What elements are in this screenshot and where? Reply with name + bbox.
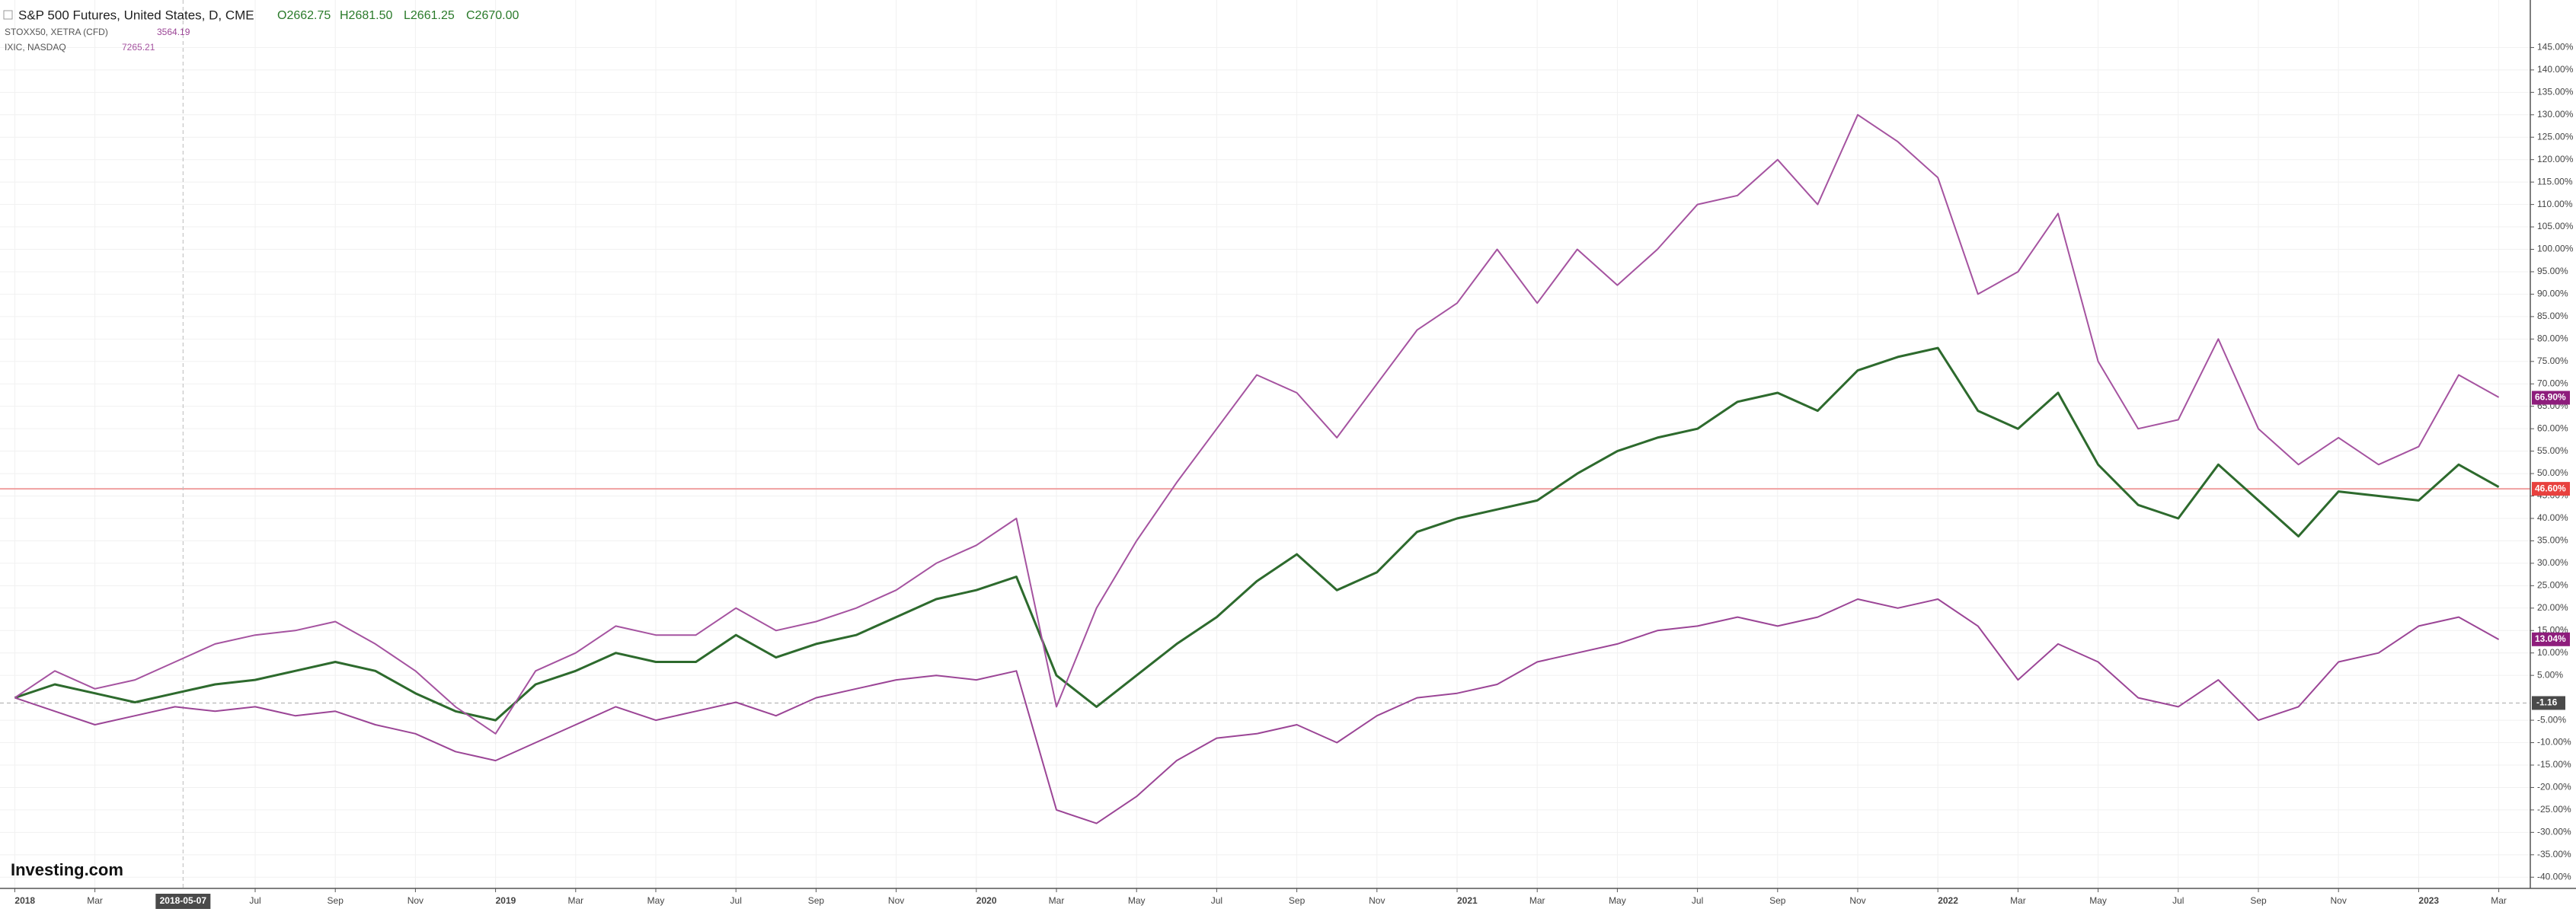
y-tick-label: -20.00% [2537, 782, 2571, 792]
y-tick-label: 10.00% [2537, 647, 2568, 658]
y-tick-label: 30.00% [2537, 557, 2568, 568]
crosshair-label: 2018-05-07 [160, 895, 207, 906]
header: S&P 500 Futures, United States, D, CME O… [3, 8, 519, 53]
last-value-tag [2532, 391, 2570, 405]
x-tick-label: Jul [730, 895, 742, 906]
y-tick-label: -30.00% [2537, 827, 2571, 837]
x-tick-label: Mar [1529, 895, 1545, 906]
x-tick-label: Mar [1049, 895, 1065, 906]
legend-quote: 3564.19 [157, 27, 190, 37]
axes: -40.00% -35.00% -30.00% -25.00% -20.00% -15.0… [14, 42, 2574, 909]
y-tick-label: 110.00% [2537, 199, 2573, 209]
x-tick-label: Mar [2010, 895, 2026, 906]
y-tick-label: 40.00% [2537, 512, 2568, 523]
x-tick-label: Nov [407, 895, 423, 906]
x-tick-label: 2021 [1457, 895, 1478, 906]
x-tick-label: Jul [249, 895, 260, 906]
x-tick-label: Mar [87, 895, 103, 906]
y-tick-label: 85.00% [2537, 311, 2568, 321]
price-tag-label: 46.60% [2535, 483, 2566, 493]
ohlc-open: O2662.75 [277, 9, 331, 22]
x-tick-label: 2019 [496, 895, 516, 906]
y-tick-label: 135.00% [2537, 86, 2574, 97]
series-line [14, 598, 2500, 824]
y-tick-label: 115.00% [2537, 176, 2573, 187]
last-value-label: 66.90% [2535, 392, 2566, 403]
price-tag [2532, 482, 2570, 496]
x-tick-label: Mar [2491, 895, 2507, 906]
x-tick-label: Nov [1849, 895, 1865, 906]
series-line [14, 113, 2500, 735]
legend-quote: 7265.21 [122, 42, 155, 53]
legend-name: STOXX50, XETRA (CFD) [5, 27, 108, 37]
x-tick-label: Jul [1692, 895, 1703, 906]
x-tick-label: May [1609, 895, 1626, 906]
y-tick-label: 90.00% [2537, 289, 2568, 299]
y-tick-label: 130.00% [2537, 109, 2574, 120]
y-tick-label: 80.00% [2537, 333, 2568, 344]
x-tick-label: 2020 [976, 895, 997, 906]
x-tick-label: May [1128, 895, 1146, 906]
x-tick-label: Sep [1289, 895, 1306, 906]
y-tick-label: 20.00% [2537, 602, 2568, 613]
last-value-tag [2532, 632, 2570, 646]
baseline-tag [2532, 696, 2565, 710]
x-tick-label: Nov [2331, 895, 2347, 906]
x-tick-label: Nov [888, 895, 904, 906]
y-tick-label: -40.00% [2537, 871, 2571, 882]
ohlc-close: C2670.00 [466, 9, 519, 22]
y-tick-label: -5.00% [2537, 714, 2566, 725]
x-tick-label: Sep [2250, 895, 2267, 906]
y-tick-label: -35.00% [2537, 849, 2571, 859]
plot-area [0, 0, 2530, 888]
crosshair-tag [155, 894, 211, 909]
series-line [14, 346, 2500, 722]
x-tick-label: Nov [1369, 895, 1385, 906]
y-tick-label: 60.00% [2537, 423, 2568, 433]
watermark: Investing.com [11, 860, 123, 879]
y-tick-label: 95.00% [2537, 266, 2568, 276]
x-tick-label: Sep [808, 895, 825, 906]
x-tick-label: Sep [328, 895, 344, 906]
y-tick-label: 145.00% [2537, 42, 2574, 53]
collapse-icon[interactable] [3, 10, 13, 20]
y-tick-label: 25.00% [2537, 580, 2568, 591]
y-tick-label: -25.00% [2537, 804, 2571, 815]
y-tick-label: 140.00% [2537, 64, 2574, 75]
chart-title: S&P 500 Futures, United States, D, CME [18, 8, 254, 22]
last-value-label: 13.04% [2535, 633, 2566, 644]
x-tick-label: 2018 [14, 895, 35, 906]
x-tick-label: Mar [567, 895, 583, 906]
y-tick-label: 100.00% [2537, 244, 2574, 254]
x-tick-label: Jul [1211, 895, 1222, 906]
ohlc-high: H2681.50 [340, 9, 392, 22]
grid [0, 0, 2530, 888]
y-tick-label: 50.00% [2537, 467, 2568, 478]
y-tick-label: 105.00% [2537, 221, 2574, 231]
legend-name: IXIC, NASDAQ [5, 42, 66, 53]
x-tick-label: May [647, 895, 665, 906]
x-tick-label: 2023 [2418, 895, 2439, 906]
x-tick-label: Sep [1769, 895, 1786, 906]
y-tick-label: 5.00% [2537, 669, 2563, 680]
y-tick-label: 75.00% [2537, 356, 2568, 366]
ohlc-low: L2661.25 [404, 9, 455, 22]
x-tick-label: 2022 [1938, 895, 1958, 906]
y-tick-label: -10.00% [2537, 737, 2571, 748]
x-tick-label: Jul [2172, 895, 2184, 906]
y-tick-label: -15.00% [2537, 759, 2571, 770]
y-tick-label: 55.00% [2537, 445, 2568, 456]
y-tick-label: 70.00% [2537, 378, 2568, 388]
baseline-tag-label: -1.16 [2536, 697, 2558, 708]
y-tick-label: 120.00% [2537, 154, 2574, 164]
y-tick-label: 35.00% [2537, 535, 2568, 546]
y-tick-label: 125.00% [2537, 131, 2574, 142]
x-tick-label: May [2089, 895, 2107, 906]
